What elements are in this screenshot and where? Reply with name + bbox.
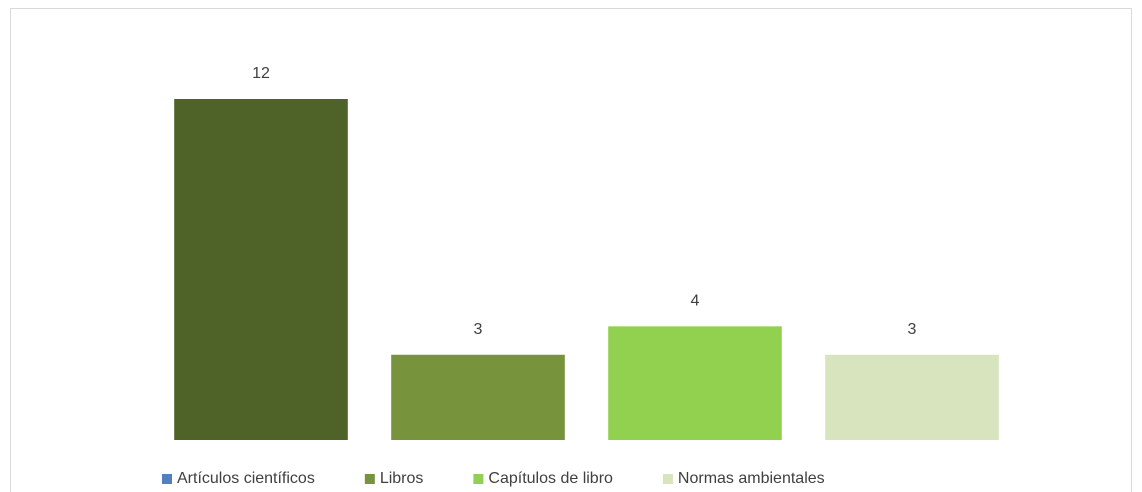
data-label: 3 (474, 321, 483, 338)
bar (391, 354, 565, 440)
bar (825, 354, 999, 440)
legend-label: Normas ambientales (678, 470, 825, 487)
legend-swatch (162, 474, 172, 484)
bar (174, 99, 348, 440)
legend-swatch (473, 474, 484, 484)
data-label: 4 (691, 293, 700, 310)
legend-label: Artículos científicos (177, 470, 315, 487)
bar (608, 326, 782, 440)
legend-label: Libros (380, 470, 424, 487)
data-label: 12 (252, 65, 270, 82)
legend-label: Capítulos de libro (488, 470, 613, 487)
data-label: 3 (908, 321, 917, 338)
legend-swatch (364, 474, 375, 484)
legend-swatch (662, 474, 673, 484)
